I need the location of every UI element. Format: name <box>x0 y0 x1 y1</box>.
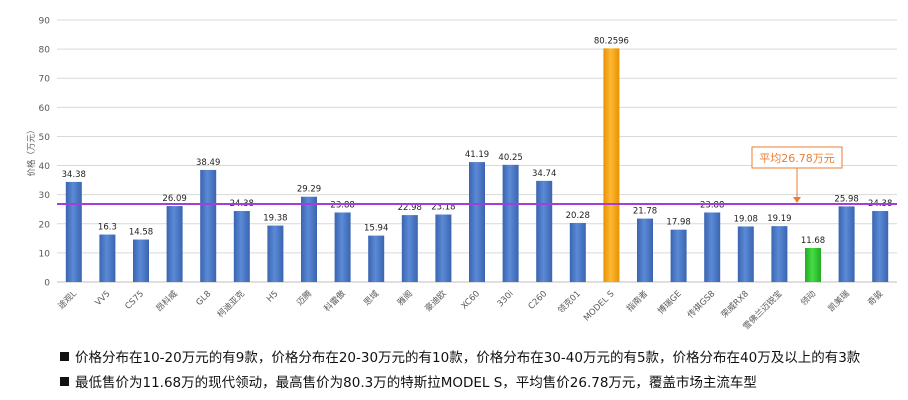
y-tick-label: 0 <box>44 279 50 289</box>
x-tick-label: 领克01 <box>555 288 582 315</box>
bullet-icon <box>60 352 69 361</box>
bar-value-label: 19.08 <box>734 214 758 224</box>
bar-value-label: 29.29 <box>297 185 321 195</box>
bar-chart: 0 10 20 30 40 50 60 70 80 90 价格（万元） 34.38 途观L 16.3 VV5… <box>26 17 897 332</box>
bar <box>133 239 149 282</box>
note-line: 最低售价为11.68万的现代领动，最高售价为80.3万的特斯拉MODEL S，平… <box>60 371 905 396</box>
x-tick-label: C260 <box>527 289 550 312</box>
x-tick-label: XC60 <box>460 289 483 312</box>
bar <box>536 180 553 282</box>
x-tick-label: VV5 <box>93 289 112 308</box>
x-tick-label: 330i <box>496 289 516 309</box>
y-tick-label: 20 <box>39 220 51 230</box>
bar <box>502 164 519 282</box>
x-tick-label: 途观L <box>56 288 79 311</box>
x-tick-label: 传祺GS8 <box>685 288 717 320</box>
bar-value-label: 38.49 <box>196 158 220 168</box>
bullet-icon <box>60 377 69 386</box>
y-tick-label: 80 <box>39 46 51 56</box>
bar-value-label: 11.68 <box>801 236 825 246</box>
bar <box>368 235 385 282</box>
y-tick-label: 40 <box>39 162 51 172</box>
bar <box>200 169 217 282</box>
bar-value-label: 22.98 <box>398 203 422 213</box>
bar-value-label: 16.3 <box>98 223 117 233</box>
y-tick-label: 50 <box>39 133 51 143</box>
bar <box>704 212 721 282</box>
bar-value-label: 80.2596 <box>594 36 629 46</box>
bar <box>569 222 586 282</box>
x-tick-label: 昂科威 <box>154 288 180 314</box>
x-tick-label: 领动 <box>798 288 818 308</box>
bar-value-label: 23.88 <box>330 200 354 210</box>
bar-value-label: 20.28 <box>566 211 590 221</box>
bar-value-label: 41.19 <box>465 150 489 160</box>
x-tick-label: CS75 <box>123 289 146 312</box>
bar <box>435 214 452 282</box>
bar-value-label: 15.94 <box>364 224 388 234</box>
bar <box>166 206 183 282</box>
note-text: 最低售价为11.68万的现代领动，最高售价为80.3万的特斯拉MODEL S，平… <box>75 375 757 391</box>
bar <box>334 212 351 282</box>
x-tick-label: 奇骏 <box>866 288 886 308</box>
bar-value-label: 17.98 <box>666 218 690 228</box>
y-tick-label: 30 <box>39 191 51 201</box>
y-tick-label: 70 <box>39 75 51 85</box>
x-tick-label: 凯美瑞 <box>826 288 852 314</box>
bar-value-label: 40.25 <box>498 153 522 163</box>
bar-value-label: 19.19 <box>767 214 791 224</box>
note-text: 价格分布在10-20万元的有9款，价格分布在20-30万元的有10款，价格分布在… <box>75 350 861 366</box>
x-tick-label: 雅阁 <box>395 288 415 308</box>
bar-value-label: 26.09 <box>162 194 186 204</box>
x-tick-label: GL8 <box>194 289 213 308</box>
bar <box>670 229 687 282</box>
bar-value-label: 23.88 <box>700 200 724 210</box>
bar <box>603 48 620 283</box>
bar-value-label: 21.78 <box>633 207 657 217</box>
y-axis-title: 价格（万元） <box>26 125 37 176</box>
x-tick-label: H5 <box>265 289 280 304</box>
note-line: 价格分布在10-20万元的有9款，价格分布在20-30万元的有10款，价格分布在… <box>60 346 905 371</box>
bar <box>301 196 317 282</box>
callout-arrow-head <box>793 197 801 204</box>
y-tick-label: 60 <box>39 104 51 114</box>
bar <box>267 225 284 282</box>
bar <box>771 226 788 282</box>
x-tick-label: MODEL S <box>582 289 616 323</box>
x-tick-label: 科雷傲 <box>322 288 348 314</box>
x-tick-label: 思域 <box>362 288 382 308</box>
x-tick-label: 博瑞GE <box>655 288 683 316</box>
y-tick-label: 90 <box>39 17 51 27</box>
bar-value-label: 25.98 <box>834 194 858 204</box>
bar <box>637 218 653 282</box>
bar <box>401 215 418 282</box>
bar-value-label: 34.38 <box>62 170 86 180</box>
bar <box>805 247 821 282</box>
x-tick-label: 荣威RX8 <box>719 288 751 320</box>
bar-value-label: 19.38 <box>263 214 287 224</box>
bar <box>469 162 485 282</box>
bar <box>838 206 855 282</box>
y-tick-label: 10 <box>39 249 51 259</box>
bar <box>99 234 116 282</box>
bar <box>872 211 889 282</box>
x-tick-label: 迈腾 <box>294 288 314 308</box>
x-tick-label: 豪迪欧 <box>423 288 449 314</box>
notes-block: 价格分布在10-20万元的有9款，价格分布在20-30万元的有10款，价格分布在… <box>60 346 905 396</box>
bar <box>65 181 82 282</box>
bar <box>233 211 250 282</box>
bar-value-label: 14.58 <box>129 228 153 238</box>
bar <box>737 226 754 282</box>
bar-value-label: 23.18 <box>431 203 455 213</box>
average-callout-text: 平均26.78万元 <box>759 152 835 165</box>
bar-value-label: 34.74 <box>532 169 556 179</box>
x-tick-label: 指南者 <box>624 288 650 314</box>
x-tick-label: 柯迪亚克 <box>215 288 247 320</box>
